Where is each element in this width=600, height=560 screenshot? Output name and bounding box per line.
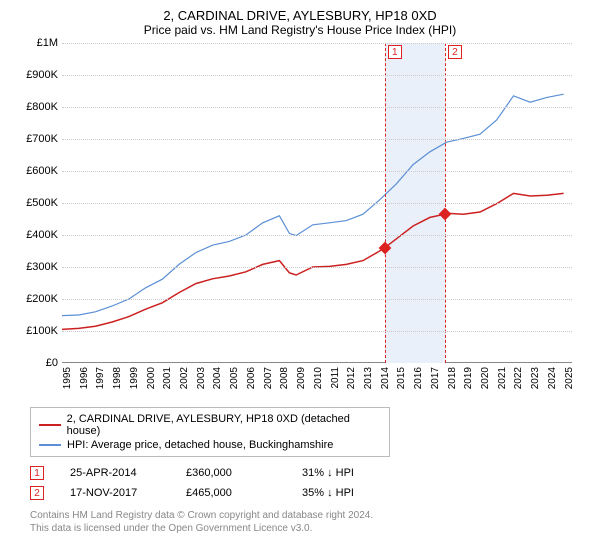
gridline bbox=[62, 299, 572, 300]
sale-price-cell: £360,000 bbox=[186, 467, 276, 479]
sale-data-row: 1 25-APR-2014 £360,000 31% ↓ HPI bbox=[30, 463, 588, 483]
gridline bbox=[62, 171, 572, 172]
gridline bbox=[62, 267, 572, 268]
sale-row-badge: 1 bbox=[30, 466, 44, 480]
gridline bbox=[62, 107, 572, 108]
legend-item: HPI: Average price, detached house, Buck… bbox=[39, 438, 381, 452]
sale-date-cell: 25-APR-2014 bbox=[70, 467, 160, 479]
gridline bbox=[62, 331, 572, 332]
x-tick-label: 2010 bbox=[313, 367, 324, 389]
legend-swatch bbox=[39, 444, 61, 446]
sale-date-cell: 17-NOV-2017 bbox=[70, 487, 160, 499]
sale-marker-badge: 2 bbox=[448, 45, 462, 59]
x-tick-label: 2011 bbox=[330, 367, 341, 389]
gridline bbox=[62, 75, 572, 76]
x-tick-label: 2006 bbox=[246, 367, 257, 389]
y-tick-label: £0 bbox=[20, 357, 58, 369]
y-tick-label: £1M bbox=[20, 37, 58, 49]
legend-label: 2, CARDINAL DRIVE, AYLESBURY, HP18 0XD (… bbox=[67, 413, 381, 437]
attribution-line2: This data is licensed under the Open Gov… bbox=[30, 522, 588, 535]
gridline bbox=[62, 235, 572, 236]
series-line bbox=[62, 193, 564, 329]
series-line bbox=[62, 94, 564, 315]
x-tick-label: 1996 bbox=[79, 367, 90, 389]
x-tick-label: 2004 bbox=[212, 367, 223, 389]
chart-title: 2, CARDINAL DRIVE, AYLESBURY, HP18 0XD bbox=[12, 8, 588, 23]
x-tick-label: 2005 bbox=[229, 367, 240, 389]
legend-label: HPI: Average price, detached house, Buck… bbox=[67, 439, 333, 451]
y-tick-label: £700K bbox=[20, 133, 58, 145]
x-tick-label: 2018 bbox=[447, 367, 458, 389]
chart-area: 1 2 £0 £100K £200K £300K £400K £500K £600K £700K… bbox=[20, 43, 580, 403]
x-tick-label: 2015 bbox=[396, 367, 407, 389]
x-tick-label: 2020 bbox=[480, 367, 491, 389]
x-tick-label: 2017 bbox=[430, 367, 441, 389]
chart-container: 2, CARDINAL DRIVE, AYLESBURY, HP18 0XD P… bbox=[0, 0, 600, 560]
y-tick-label: £800K bbox=[20, 101, 58, 113]
x-tick-label: 1999 bbox=[129, 367, 140, 389]
sale-marker-badge: 1 bbox=[388, 45, 402, 59]
x-tick-label: 2003 bbox=[196, 367, 207, 389]
x-tick-label: 2009 bbox=[296, 367, 307, 389]
legend: 2, CARDINAL DRIVE, AYLESBURY, HP18 0XD (… bbox=[30, 407, 390, 457]
x-tick-label: 2007 bbox=[263, 367, 274, 389]
x-tick-label: 2014 bbox=[380, 367, 391, 389]
sale-data-table: 1 25-APR-2014 £360,000 31% ↓ HPI 2 17-NOV-201… bbox=[30, 463, 588, 503]
y-tick-label: £600K bbox=[20, 165, 58, 177]
x-tick-label: 2000 bbox=[146, 367, 157, 389]
x-tick-label: 2024 bbox=[547, 367, 558, 389]
x-tick-label: 2021 bbox=[497, 367, 508, 389]
x-tick-label: 2025 bbox=[564, 367, 575, 389]
x-tick-label: 2008 bbox=[279, 367, 290, 389]
legend-item: 2, CARDINAL DRIVE, AYLESBURY, HP18 0XD (… bbox=[39, 412, 381, 438]
attribution-line1: Contains HM Land Registry data © Crown c… bbox=[30, 509, 588, 522]
legend-swatch bbox=[39, 424, 61, 426]
x-tick-label: 1998 bbox=[112, 367, 123, 389]
y-tick-label: £400K bbox=[20, 229, 58, 241]
chart-subtitle: Price paid vs. HM Land Registry's House … bbox=[12, 23, 588, 37]
sale-hpi-cell: 31% ↓ HPI bbox=[302, 467, 392, 479]
x-tick-label: 2023 bbox=[530, 367, 541, 389]
x-tick-label: 2016 bbox=[413, 367, 424, 389]
sale-hpi-cell: 35% ↓ HPI bbox=[302, 487, 392, 499]
sale-data-row: 2 17-NOV-2017 £465,000 35% ↓ HPI bbox=[30, 483, 588, 503]
x-tick-label: 1997 bbox=[95, 367, 106, 389]
y-tick-label: £500K bbox=[20, 197, 58, 209]
x-tick-label: 2019 bbox=[463, 367, 474, 389]
y-tick-label: £200K bbox=[20, 293, 58, 305]
sale-row-badge: 2 bbox=[30, 486, 44, 500]
x-tick-label: 2002 bbox=[179, 367, 190, 389]
x-tick-label: 2001 bbox=[162, 367, 173, 389]
sale-price-cell: £465,000 bbox=[186, 487, 276, 499]
x-tick-label: 2022 bbox=[513, 367, 524, 389]
y-tick-label: £900K bbox=[20, 69, 58, 81]
attribution: Contains HM Land Registry data © Crown c… bbox=[30, 509, 588, 535]
y-tick-label: £300K bbox=[20, 261, 58, 273]
gridline bbox=[62, 43, 572, 44]
x-tick-label: 2012 bbox=[346, 367, 357, 389]
y-tick-label: £100K bbox=[20, 325, 58, 337]
gridline bbox=[62, 139, 572, 140]
x-tick-label: 2013 bbox=[363, 367, 374, 389]
x-tick-label: 1995 bbox=[62, 367, 73, 389]
gridline bbox=[62, 203, 572, 204]
